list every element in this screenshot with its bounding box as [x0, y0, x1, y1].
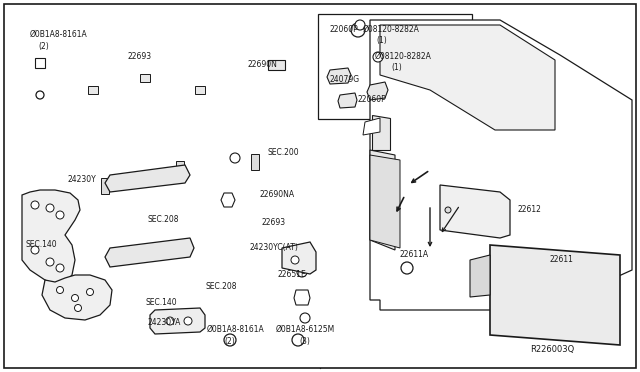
Circle shape	[401, 262, 413, 274]
Circle shape	[355, 20, 365, 30]
Polygon shape	[370, 155, 400, 248]
Polygon shape	[251, 154, 259, 170]
Text: (2): (2)	[224, 337, 235, 346]
Polygon shape	[338, 93, 357, 108]
Polygon shape	[282, 242, 316, 274]
Text: 22693: 22693	[262, 218, 286, 227]
Polygon shape	[88, 86, 98, 94]
Bar	[240, 155, 320, 230]
Bar	[318, 14, 472, 119]
Circle shape	[46, 258, 54, 266]
Text: 22611A: 22611A	[400, 250, 429, 259]
Text: 22690N: 22690N	[247, 60, 277, 69]
Polygon shape	[370, 150, 395, 250]
Circle shape	[56, 211, 64, 219]
Circle shape	[292, 334, 304, 346]
Text: 22651E: 22651E	[278, 270, 307, 279]
Polygon shape	[370, 20, 632, 310]
Text: Ø08120-8282A: Ø08120-8282A	[363, 25, 420, 34]
Polygon shape	[327, 68, 351, 84]
Polygon shape	[35, 58, 45, 68]
Polygon shape	[150, 308, 205, 334]
Text: (3): (3)	[299, 337, 310, 346]
Circle shape	[184, 317, 192, 325]
Polygon shape	[372, 115, 390, 150]
Circle shape	[351, 23, 365, 37]
Circle shape	[56, 264, 64, 272]
Text: SEC.208: SEC.208	[205, 282, 237, 291]
Circle shape	[224, 334, 236, 346]
Polygon shape	[101, 178, 109, 194]
Text: (1): (1)	[376, 36, 387, 45]
Text: (1): (1)	[391, 63, 402, 72]
Polygon shape	[176, 161, 184, 177]
Circle shape	[445, 207, 451, 213]
Text: SEC.200: SEC.200	[268, 148, 300, 157]
Polygon shape	[380, 25, 555, 130]
Text: 22060P: 22060P	[358, 95, 387, 104]
Circle shape	[291, 256, 299, 264]
Text: 24230Y: 24230Y	[68, 175, 97, 184]
Polygon shape	[490, 245, 620, 345]
Text: Ø0B1A8-8161A: Ø0B1A8-8161A	[207, 325, 265, 334]
Circle shape	[373, 52, 383, 62]
Polygon shape	[42, 275, 112, 320]
Circle shape	[230, 153, 240, 163]
Polygon shape	[294, 290, 310, 305]
Circle shape	[31, 201, 39, 209]
Polygon shape	[22, 190, 80, 285]
Circle shape	[46, 204, 54, 212]
Polygon shape	[105, 165, 190, 192]
Text: Ø08120-8282A: Ø08120-8282A	[375, 52, 432, 61]
Text: (2): (2)	[38, 42, 49, 51]
Polygon shape	[268, 60, 285, 70]
Circle shape	[56, 286, 63, 294]
Circle shape	[36, 91, 44, 99]
Circle shape	[72, 295, 79, 301]
Text: Ø0B1A8-6125M: Ø0B1A8-6125M	[276, 325, 335, 334]
Polygon shape	[367, 82, 388, 100]
Text: 22690NA: 22690NA	[260, 190, 295, 199]
Polygon shape	[195, 86, 205, 94]
Text: Ø0B1A8-8161A: Ø0B1A8-8161A	[30, 30, 88, 39]
Text: 22060P: 22060P	[330, 25, 359, 34]
Text: SEC.140: SEC.140	[25, 240, 56, 249]
Circle shape	[31, 246, 39, 254]
Text: SEC.208: SEC.208	[148, 215, 179, 224]
Text: 24230YC(AT): 24230YC(AT)	[250, 243, 299, 252]
Polygon shape	[105, 238, 194, 267]
Text: R226003Q: R226003Q	[530, 345, 574, 354]
Polygon shape	[440, 185, 510, 238]
Text: 22611: 22611	[550, 255, 574, 264]
Text: 24230YA: 24230YA	[147, 318, 180, 327]
Circle shape	[166, 317, 174, 325]
Circle shape	[300, 313, 310, 323]
Polygon shape	[470, 255, 490, 297]
Text: 24079G: 24079G	[330, 75, 360, 84]
Circle shape	[74, 305, 81, 311]
Text: 22612: 22612	[518, 205, 542, 214]
Polygon shape	[221, 193, 235, 207]
Polygon shape	[140, 74, 150, 82]
Text: 22693: 22693	[128, 52, 152, 61]
Circle shape	[86, 289, 93, 295]
Polygon shape	[363, 118, 380, 135]
Circle shape	[297, 267, 307, 277]
Text: SEC.140: SEC.140	[145, 298, 177, 307]
